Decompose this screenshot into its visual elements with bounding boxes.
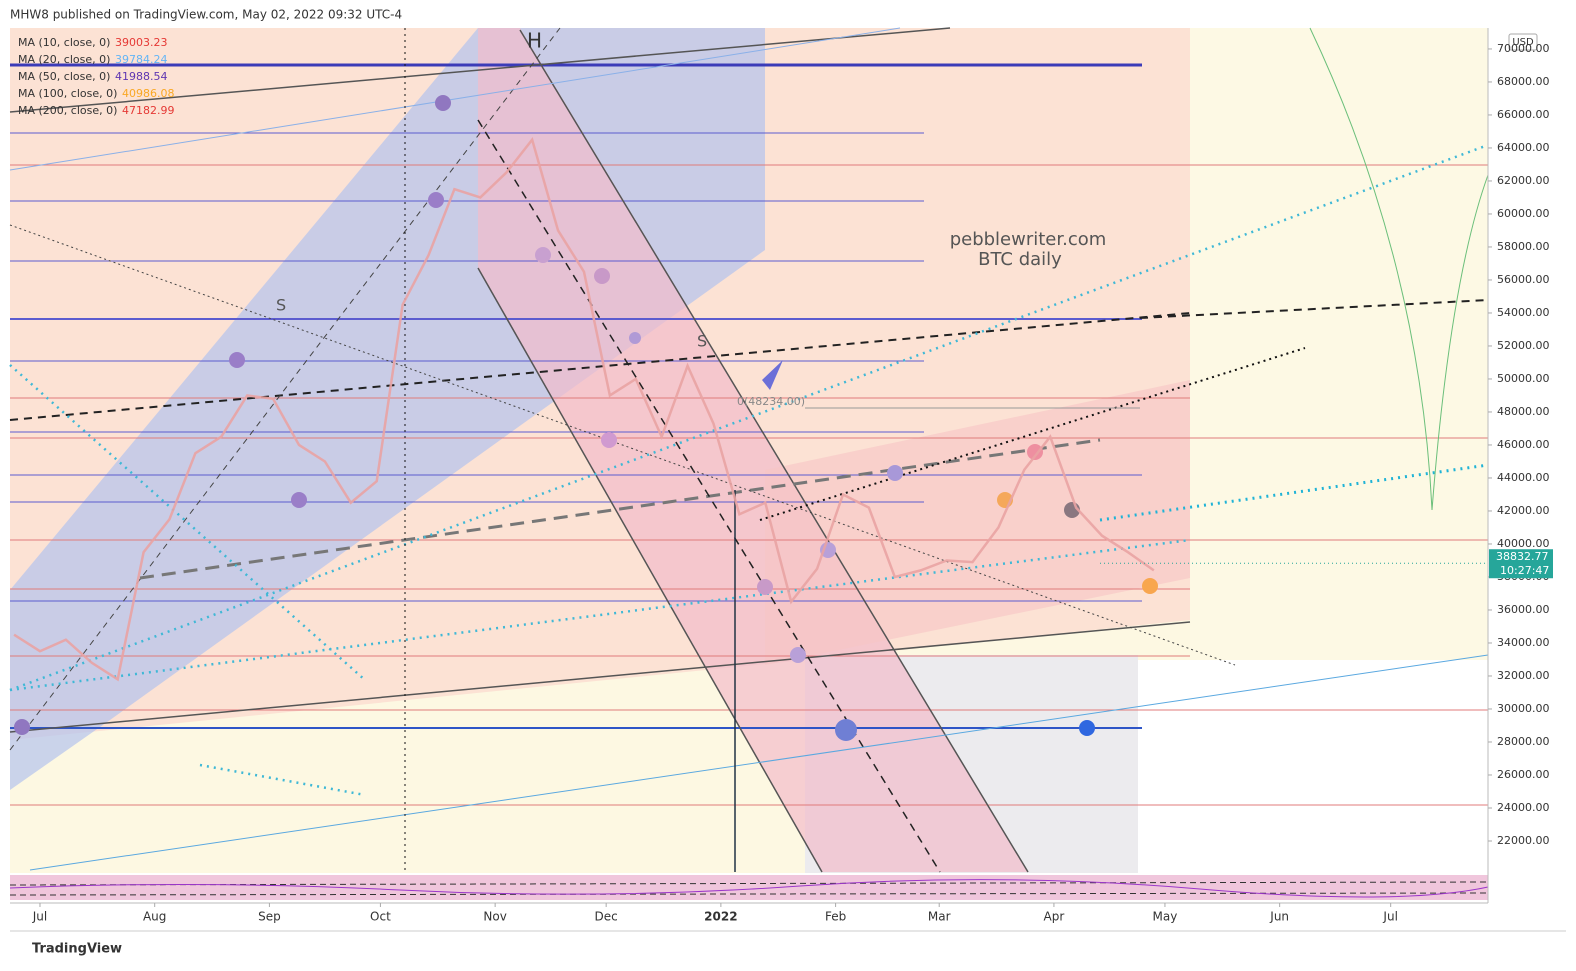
y-tick-label: 28000.00 (1497, 735, 1550, 748)
y-tick-label: 46000.00 (1497, 438, 1550, 451)
y-tick-label: 60000.00 (1497, 207, 1550, 220)
rsi-pane (10, 875, 1488, 900)
currency: USD (1512, 37, 1534, 48)
y-tick-label: 56000.00 (1497, 273, 1550, 286)
y-tick-label: 36000.00 (1497, 603, 1550, 616)
y-tick-label: 30000.00 (1497, 702, 1550, 715)
y-tick-label: 48000.00 (1497, 405, 1550, 418)
y-tick-label: 50000.00 (1497, 372, 1550, 385)
footer: TradingView (32, 942, 122, 957)
y-tick-label: 42000.00 (1497, 504, 1550, 517)
y-tick-label: 68000.00 (1497, 75, 1550, 88)
channel (765, 380, 1190, 665)
legend-name: MA (200, close, 0) (18, 104, 117, 117)
y-tick-label: 34000.00 (1497, 636, 1550, 649)
header: MHW8 published on TradingView.com, May 0… (10, 8, 402, 22)
y-tick-label: 54000.00 (1497, 306, 1550, 319)
rsi-line (9, 881, 1489, 896)
channel (478, 28, 1028, 872)
x-tick-label: Sep (258, 910, 281, 924)
legend-value: 41988.54 (115, 70, 168, 83)
currency-box (1508, 33, 1538, 51)
legend-value: 47182.99 (122, 104, 175, 117)
y-tick-label: 32000.00 (1497, 669, 1550, 682)
annotation: 0(48234.00) (737, 395, 805, 408)
y-tick-label: 24000.00 (1497, 801, 1550, 814)
legend-name: MA (10, close, 0) (18, 36, 110, 49)
price-time: 10:27:47 (1500, 564, 1549, 577)
zone (1138, 660, 1488, 873)
price-line (13, 137, 1155, 682)
x-tick-label: Mar (928, 910, 951, 924)
x-tick-label: Jul (32, 910, 47, 924)
legend-name: MA (20, close, 0) (18, 53, 110, 66)
y-tick-label: 62000.00 (1497, 174, 1550, 187)
y-tick-label: 44000.00 (1497, 471, 1550, 484)
x-tick-label: 2022 (704, 910, 737, 924)
legend-name: MA (50, close, 0) (18, 70, 110, 83)
x-tick-label: Apr (1044, 910, 1065, 924)
y-tick-label: 70000.00 (1497, 42, 1550, 55)
price-box (1489, 549, 1553, 579)
x-tick-label: Feb (825, 910, 846, 924)
watermark: BTC daily (978, 249, 1062, 270)
x-tick-label: Jun (1269, 910, 1289, 924)
watermark: pebblewriter.com (950, 229, 1107, 250)
trendlines (9, 27, 1489, 873)
legend-value: 40986.08 (122, 87, 175, 100)
y-tick-label: 26000.00 (1497, 768, 1550, 781)
levels (10, 164, 1488, 806)
y-tick-label: 64000.00 (1497, 141, 1550, 154)
x-tick-label: Aug (143, 910, 166, 924)
y-tick-label: 40000.00 (1497, 537, 1550, 550)
x-tick-label: Jul (1382, 910, 1397, 924)
rsi-line (9, 879, 1489, 898)
x-tick-label: Nov (483, 910, 506, 924)
y-tick-label: 66000.00 (1497, 108, 1550, 121)
legend-value: 39003.23 (115, 36, 168, 49)
y-tick-label: 22000.00 (1497, 834, 1550, 847)
price-label: 38832.77 (1496, 550, 1549, 563)
x-tick-label: Dec (595, 910, 618, 924)
legend-name: MA (100, close, 0) (18, 87, 117, 100)
levels (10, 63, 1142, 729)
annotation: H (527, 29, 542, 53)
markers (14, 95, 1158, 741)
y-tick-label: 52000.00 (1497, 339, 1550, 352)
x-tick-label: May (1153, 910, 1178, 924)
annotation: S (276, 296, 286, 315)
x-tick-label: Oct (370, 910, 391, 924)
legend-value: 39784.24 (115, 53, 168, 66)
y-tick-label: 58000.00 (1497, 240, 1550, 253)
annotation: S (697, 332, 707, 351)
legend: MA (10, close, 0) 39003.23 MA (20, close, … (18, 36, 175, 117)
